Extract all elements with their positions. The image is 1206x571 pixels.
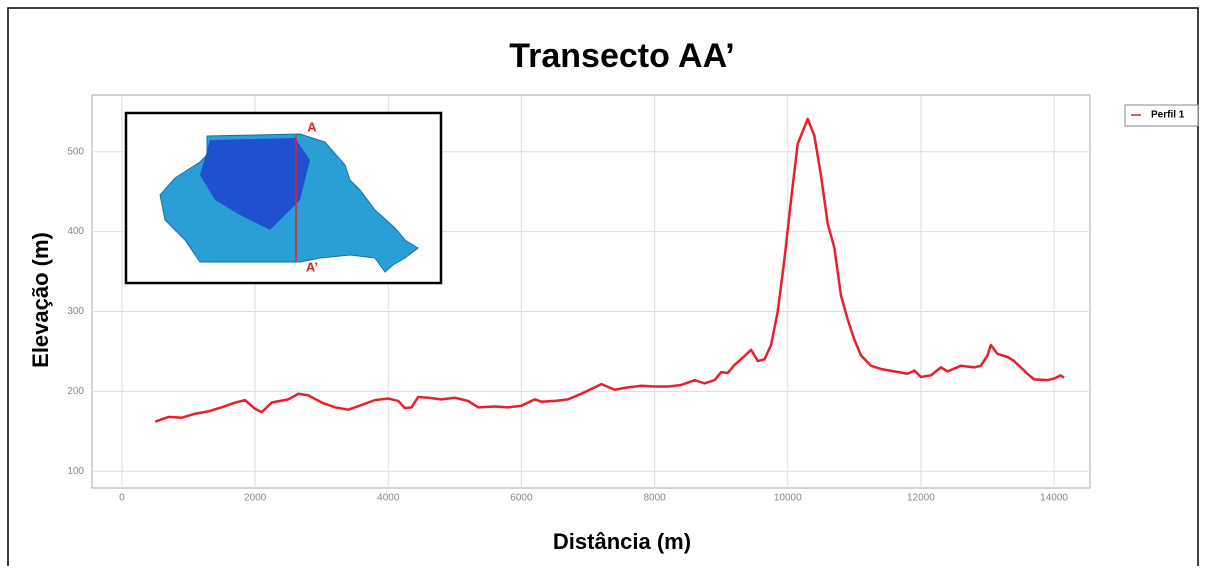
x-tick-label: 12000 <box>907 493 935 504</box>
x-tick-label: 6000 <box>510 493 533 504</box>
chart: Transecto AA’ Distância (m) Elevação (m)… <box>0 0 1206 566</box>
y-tick-label: 500 <box>67 146 84 157</box>
inset-map: A A’ <box>126 113 441 283</box>
inset-label: A <box>307 119 317 134</box>
x-tick-label: 4000 <box>377 493 400 504</box>
x-tick-label: 14000 <box>1040 493 1068 504</box>
y-tick-label: 300 <box>67 306 84 317</box>
x-tick-label: 0 <box>119 493 125 504</box>
x-tick-label: 2000 <box>244 493 267 504</box>
legend-label: Perfil 1 <box>1151 110 1185 121</box>
inset-label: A’ <box>306 259 318 274</box>
chart-title: Transecto AA’ <box>509 37 734 75</box>
y-tick-label: 400 <box>67 226 84 237</box>
x-tick-label: 8000 <box>643 493 666 504</box>
y-tick-label: 200 <box>67 386 84 397</box>
x-tick-label: 10000 <box>774 493 802 504</box>
x-axis-label: Distância (m) <box>553 529 691 554</box>
y-tick-label: 100 <box>67 466 84 477</box>
y-axis-label: Elevação (m) <box>28 232 53 368</box>
frame <box>8 8 1198 566</box>
